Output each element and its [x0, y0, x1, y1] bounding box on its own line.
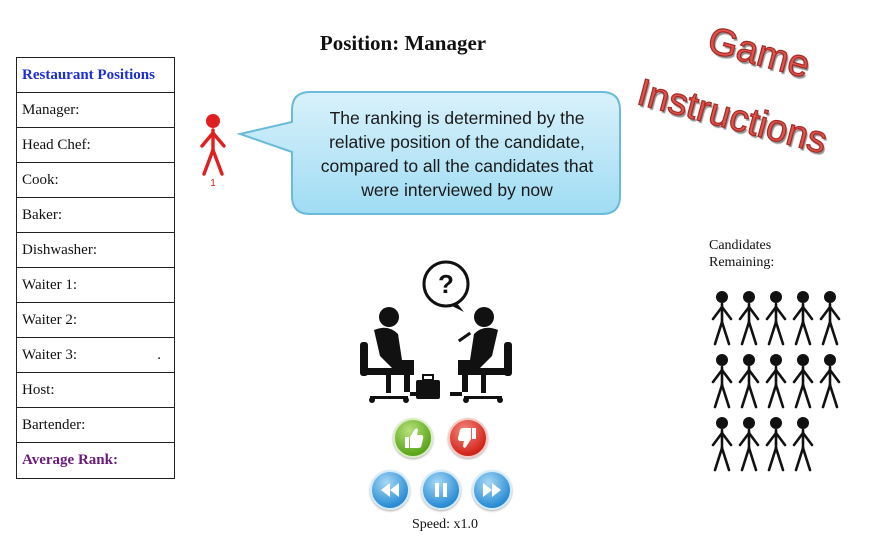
speed-indicator: Speed: x1.0	[411, 517, 479, 532]
rewind-icon	[381, 483, 399, 497]
position-row-bartender: Bartender:	[17, 408, 174, 443]
position-row-dishwasher: Dishwasher:	[17, 233, 174, 268]
remaining-candidate-icon	[791, 416, 815, 472]
current-candidate: 1	[196, 112, 230, 190]
position-row-manager: Manager:	[17, 93, 174, 128]
candidates-remaining-crowd	[710, 290, 850, 475]
svg-text:?: ?	[438, 269, 454, 299]
position-row-host: Host:	[17, 373, 174, 408]
speech-bubble-shape	[236, 91, 621, 215]
interviewer-icon	[450, 307, 512, 403]
waiter-3-trailing-mark: .	[157, 347, 161, 363]
average-rank-row: Average Rank:	[22, 452, 118, 468]
remaining-candidate-icon	[764, 416, 788, 472]
remaining-candidate-icon	[791, 353, 815, 409]
candidate-number: 1	[210, 178, 216, 189]
remaining-candidate-icon	[791, 290, 815, 346]
remaining-candidate-icon	[818, 290, 842, 346]
position-row-head-chef: Head Chef:	[17, 128, 174, 163]
position-row-waiter-2: Waiter 2:	[17, 303, 174, 338]
position-row-baker: Baker:	[17, 198, 174, 233]
remaining-candidate-icon	[737, 416, 761, 472]
remaining-candidate-icon	[818, 353, 842, 409]
thumbs-down-icon	[458, 428, 476, 448]
thumbs-up-icon	[405, 428, 424, 448]
remaining-candidate-icon	[764, 290, 788, 346]
briefcase-icon	[416, 374, 440, 399]
question-bubble-icon: ?	[422, 260, 470, 312]
candidates-remaining-label: Candidates Remaining:	[709, 237, 774, 271]
remaining-candidate-icon	[764, 353, 788, 409]
candidates-remaining-label-line-2: Remaining:	[709, 255, 775, 270]
fast-forward-button[interactable]	[472, 470, 512, 510]
positions-table: Restaurant Positions Manager: Head Chef:…	[16, 57, 175, 479]
like-candidate-button[interactable]	[393, 418, 433, 458]
rewind-button[interactable]	[370, 470, 410, 510]
candidates-remaining-label-line-1: Candidates	[709, 238, 772, 253]
speech-bubble-text: The ranking is determined by the relativ…	[320, 108, 594, 200]
interview-illustration: ?	[352, 256, 520, 406]
speech-bubble: The ranking is determined by the relativ…	[236, 86, 626, 220]
candidate-figure-icon	[200, 114, 226, 176]
pause-button[interactable]	[421, 470, 461, 510]
remaining-candidate-icon	[737, 353, 761, 409]
position-row-cook: Cook:	[17, 163, 174, 198]
remaining-candidate-icon	[710, 353, 734, 409]
fast-forward-icon	[483, 483, 501, 497]
remaining-candidate-icon	[710, 416, 734, 472]
game-instructions-line-1: Game	[703, 19, 815, 88]
game-instructions-link[interactable]: Game Instructions	[625, 14, 880, 164]
position-row-waiter-3: Waiter 3: .	[17, 338, 174, 373]
remaining-candidate-icon	[737, 290, 761, 346]
positions-table-header: Restaurant Positions	[17, 58, 174, 93]
dislike-candidate-button[interactable]	[448, 418, 488, 458]
position-label-waiter-3: Waiter 3:	[22, 346, 78, 363]
pause-icon	[435, 483, 447, 497]
position-row-waiter-1: Waiter 1:	[17, 268, 174, 303]
interviewee-icon	[360, 307, 422, 403]
remaining-candidate-icon	[710, 290, 734, 346]
page-title: Position: Manager	[319, 31, 487, 55]
